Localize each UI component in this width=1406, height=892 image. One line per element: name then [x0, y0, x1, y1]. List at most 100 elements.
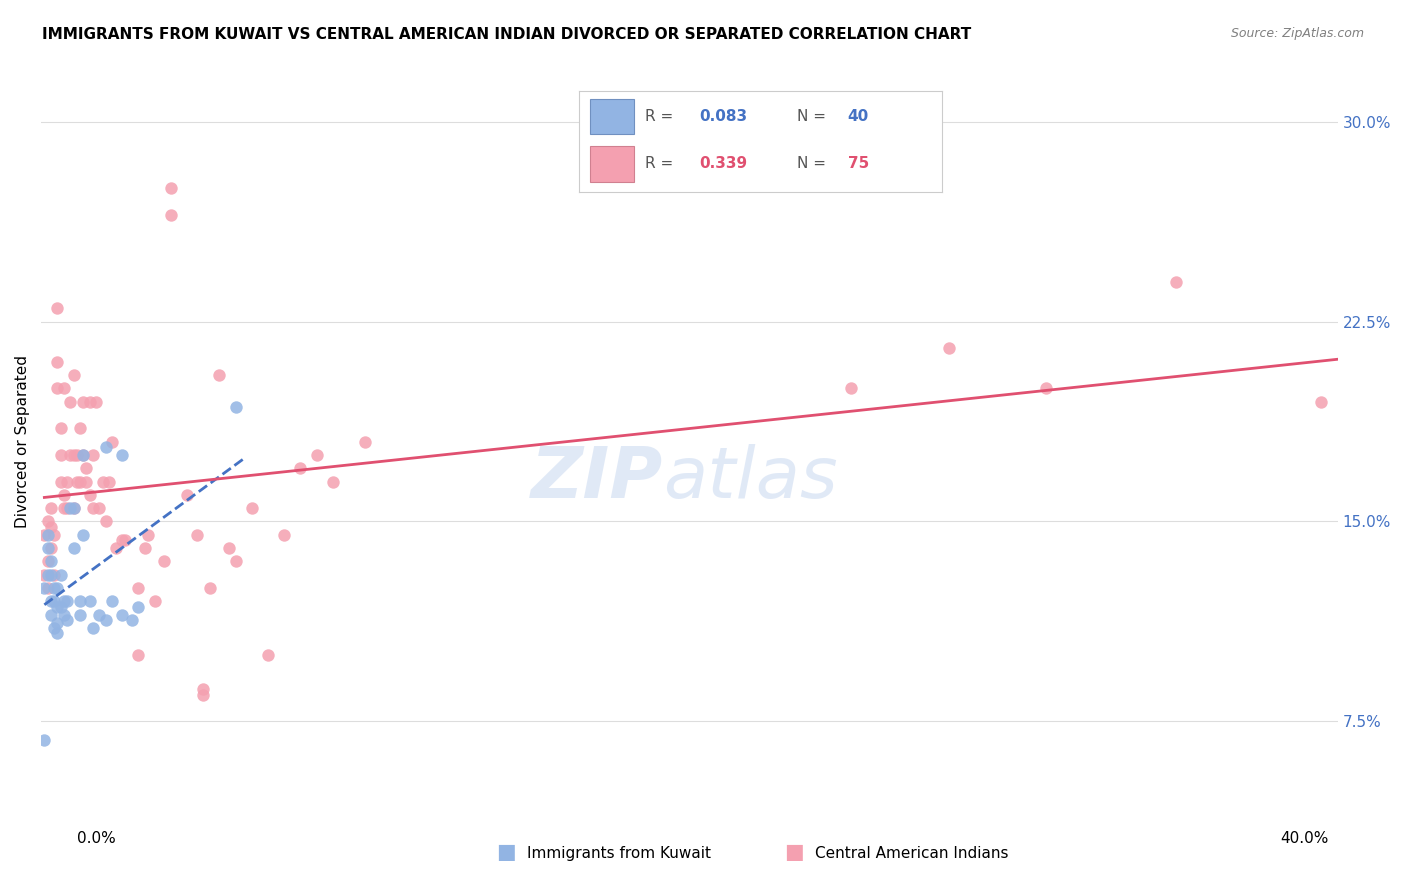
Point — [42, 621, 65, 635]
Point — [37, 541, 59, 555]
Point — [39, 607, 62, 622]
Point — [34, 567, 56, 582]
Point — [290, 461, 312, 475]
Point — [1164, 275, 1187, 289]
Point — [98, 475, 121, 489]
Point — [186, 528, 208, 542]
Point — [37, 567, 59, 582]
Text: ■: ■ — [496, 842, 516, 862]
Point — [136, 528, 159, 542]
Point — [59, 501, 82, 516]
Point — [89, 607, 111, 622]
Point — [153, 554, 176, 568]
Point — [49, 421, 72, 435]
Point — [82, 501, 104, 516]
Point — [69, 594, 91, 608]
Point — [52, 594, 75, 608]
Point — [37, 515, 59, 529]
Point — [56, 613, 79, 627]
Point — [79, 594, 101, 608]
Point — [42, 581, 65, 595]
Point — [42, 567, 65, 582]
Point — [46, 381, 69, 395]
Point — [127, 581, 149, 595]
Point — [37, 528, 59, 542]
Point — [39, 501, 62, 516]
Point — [159, 181, 181, 195]
Text: 40.0%: 40.0% — [1281, 831, 1329, 846]
Point — [76, 461, 98, 475]
Point — [1310, 394, 1333, 409]
Point — [225, 554, 247, 568]
Point — [34, 733, 56, 747]
Point — [49, 567, 72, 582]
Point — [52, 607, 75, 622]
Point — [127, 599, 149, 614]
Point — [62, 368, 84, 382]
Point — [938, 341, 960, 355]
Point — [127, 648, 149, 662]
Point — [89, 501, 111, 516]
Point — [76, 475, 98, 489]
Point — [37, 554, 59, 568]
Point — [62, 501, 84, 516]
Point — [79, 394, 101, 409]
Point — [159, 208, 181, 222]
Point — [42, 594, 65, 608]
Point — [111, 533, 134, 548]
Point — [39, 554, 62, 568]
Point — [59, 394, 82, 409]
Point — [56, 501, 79, 516]
Point — [1035, 381, 1057, 395]
Point — [94, 613, 117, 627]
Point — [225, 400, 247, 414]
Point — [240, 501, 263, 516]
Point — [134, 541, 156, 555]
Point — [46, 354, 69, 368]
Text: Source: ZipAtlas.com: Source: ZipAtlas.com — [1230, 27, 1364, 40]
Point — [218, 541, 240, 555]
Point — [66, 448, 89, 462]
Y-axis label: Divorced or Separated: Divorced or Separated — [15, 355, 30, 528]
Point — [94, 515, 117, 529]
Point — [46, 615, 69, 630]
Point — [84, 394, 107, 409]
Text: ZIP: ZIP — [531, 444, 664, 513]
Point — [72, 448, 94, 462]
Point — [121, 613, 143, 627]
Point — [56, 475, 79, 489]
Text: Immigrants from Kuwait: Immigrants from Kuwait — [527, 847, 711, 861]
Text: 0.0%: 0.0% — [77, 831, 117, 846]
Point — [72, 448, 94, 462]
Point — [257, 648, 280, 662]
Point — [841, 381, 863, 395]
Point — [322, 475, 344, 489]
Point — [193, 682, 215, 697]
Point — [69, 421, 91, 435]
Text: ■: ■ — [785, 842, 804, 862]
Point — [82, 448, 104, 462]
Point — [52, 381, 75, 395]
Point — [176, 488, 198, 502]
Point — [49, 448, 72, 462]
Point — [91, 475, 114, 489]
Point — [37, 581, 59, 595]
Point — [59, 448, 82, 462]
Point — [198, 581, 221, 595]
Point — [111, 607, 134, 622]
Point — [72, 394, 94, 409]
Point — [52, 488, 75, 502]
Point — [39, 594, 62, 608]
Point — [72, 528, 94, 542]
Point — [52, 501, 75, 516]
Point — [94, 440, 117, 454]
Point — [62, 448, 84, 462]
Point — [305, 448, 328, 462]
Point — [46, 581, 69, 595]
Point — [101, 434, 124, 449]
Point — [34, 528, 56, 542]
Point — [208, 368, 231, 382]
Point — [49, 599, 72, 614]
Text: atlas: atlas — [664, 444, 838, 513]
Point — [49, 475, 72, 489]
